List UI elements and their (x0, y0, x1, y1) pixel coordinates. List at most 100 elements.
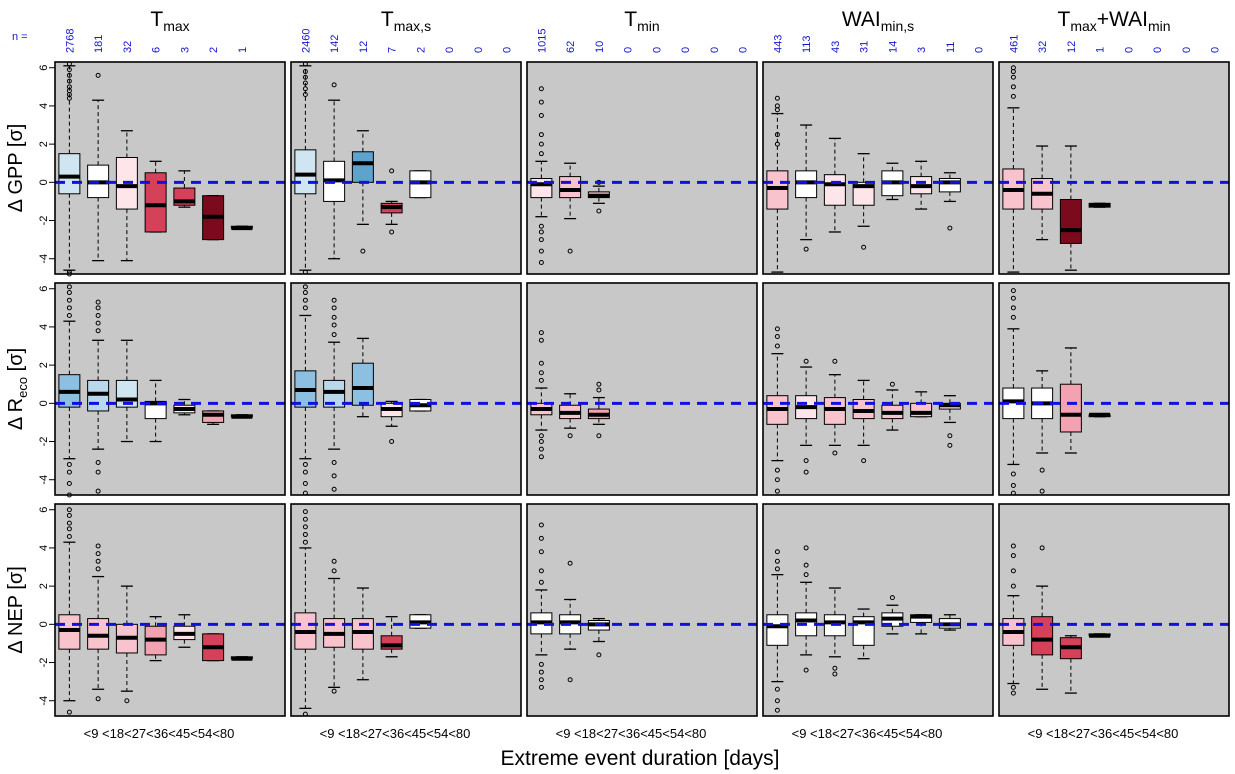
box-<9 (1002, 288, 1025, 496)
panels: -4 -2 0 2 4 6 -4 -2 0 2 4 6 -4 -2 0 2 4 6 (38, 61, 1230, 717)
outlier-point (861, 458, 867, 464)
outlier-point (302, 86, 308, 92)
outlier-point (389, 229, 395, 235)
y-tick-label: 6 (38, 507, 50, 513)
row-label-base: Δ R (5, 398, 27, 430)
box-<36 (380, 616, 403, 658)
outlier-point (538, 330, 544, 336)
outlier-point (66, 507, 72, 513)
panel (527, 283, 757, 495)
outlier-point (1010, 568, 1016, 574)
outlier-point (803, 458, 809, 464)
outlier-point (538, 684, 544, 690)
outlier-point (331, 297, 337, 303)
outlier-point (360, 248, 366, 254)
x-tick-label-group: <9 <18<27<36<45<54<80 (320, 726, 471, 741)
outlier-point (331, 568, 337, 574)
box-<80 (938, 395, 961, 448)
panel-border (290, 282, 522, 496)
y-tick-label: -2 (38, 437, 50, 447)
title-base: T (624, 8, 637, 31)
outlier-point (538, 669, 544, 675)
count-label: 142 (329, 35, 341, 53)
column-titles: Tmax Tmax,s Tmin WAImin,s Tmax+WAImin (150, 8, 1170, 34)
outlier-point (331, 486, 337, 492)
count-label: 0 (1210, 47, 1222, 53)
count-label: 0 (1123, 47, 1135, 53)
outlier-point (302, 509, 308, 515)
column-title: Tmax (150, 8, 189, 34)
column-title: Tmin (624, 8, 659, 34)
panel-background (291, 504, 521, 716)
box-<36 (1088, 202, 1111, 208)
panel (763, 62, 993, 274)
y-tick-label: 4 (38, 545, 50, 551)
count-label: 0 (444, 47, 456, 53)
outlier-point (331, 332, 337, 338)
panel-border (290, 503, 522, 717)
box-<18 (1031, 145, 1054, 241)
outlier-point (596, 387, 602, 393)
outlier-point (1039, 488, 1045, 494)
panel-border (290, 61, 522, 275)
y-tick-label: 6 (38, 286, 50, 292)
outlier-point (1010, 690, 1016, 696)
box-<80 (230, 656, 253, 661)
outlier-point (774, 95, 780, 101)
outlier-point (302, 481, 308, 487)
outlier-point (596, 381, 602, 387)
count-label: 0 (680, 47, 692, 53)
outlier-point (774, 686, 780, 692)
outlier-point (596, 208, 602, 214)
outlier-point (803, 667, 809, 673)
count-label: 1 (237, 47, 249, 53)
count-label: 11 (945, 42, 957, 53)
outlier-point (538, 229, 544, 235)
row-label: Δ GPP [σ] (5, 124, 27, 213)
outlier-point (302, 80, 308, 86)
count-label: 6 (151, 47, 163, 53)
outlier-point (95, 299, 101, 305)
panel-background (999, 62, 1229, 274)
outlier-point (95, 305, 101, 311)
box-<9 (294, 509, 317, 717)
title-base: T (1058, 8, 1071, 31)
box-<54 (202, 195, 225, 241)
outlier-point (66, 533, 72, 539)
outlier-point (538, 141, 544, 147)
box-<36 (380, 168, 403, 235)
title-base: WAI (842, 8, 881, 31)
panel-border (762, 282, 994, 496)
count-label: 14 (887, 41, 899, 53)
panel (527, 62, 757, 274)
outlier-point (1010, 471, 1016, 477)
box-body (294, 149, 317, 195)
outlier-point (66, 305, 72, 311)
panel (527, 504, 757, 716)
outlier-point (567, 433, 573, 439)
panel (55, 61, 285, 277)
outlier-point (95, 566, 101, 572)
y-tick-label: 0 (38, 621, 50, 627)
panel (763, 504, 993, 716)
row-label-subscript: eco (15, 377, 30, 398)
outlier-point (95, 696, 101, 702)
row-label: Δ Reco [σ] (5, 348, 30, 430)
outlier-point (947, 225, 953, 231)
outlier-point (567, 560, 573, 566)
box-<36 (1088, 412, 1111, 418)
outlier-point (832, 358, 838, 364)
outlier-point (1010, 288, 1016, 294)
box-body (1059, 383, 1082, 433)
panel-background (527, 504, 757, 716)
outlier-point (302, 524, 308, 530)
outlier-point (538, 337, 544, 343)
panel (763, 283, 993, 495)
panel (999, 62, 1229, 274)
count-label: 7 (387, 47, 399, 53)
outlier-point (889, 595, 895, 601)
title-base: T (381, 8, 394, 31)
count-label: 181 (93, 35, 105, 53)
box-<27 (351, 337, 374, 418)
count-label: 113 (801, 35, 813, 53)
